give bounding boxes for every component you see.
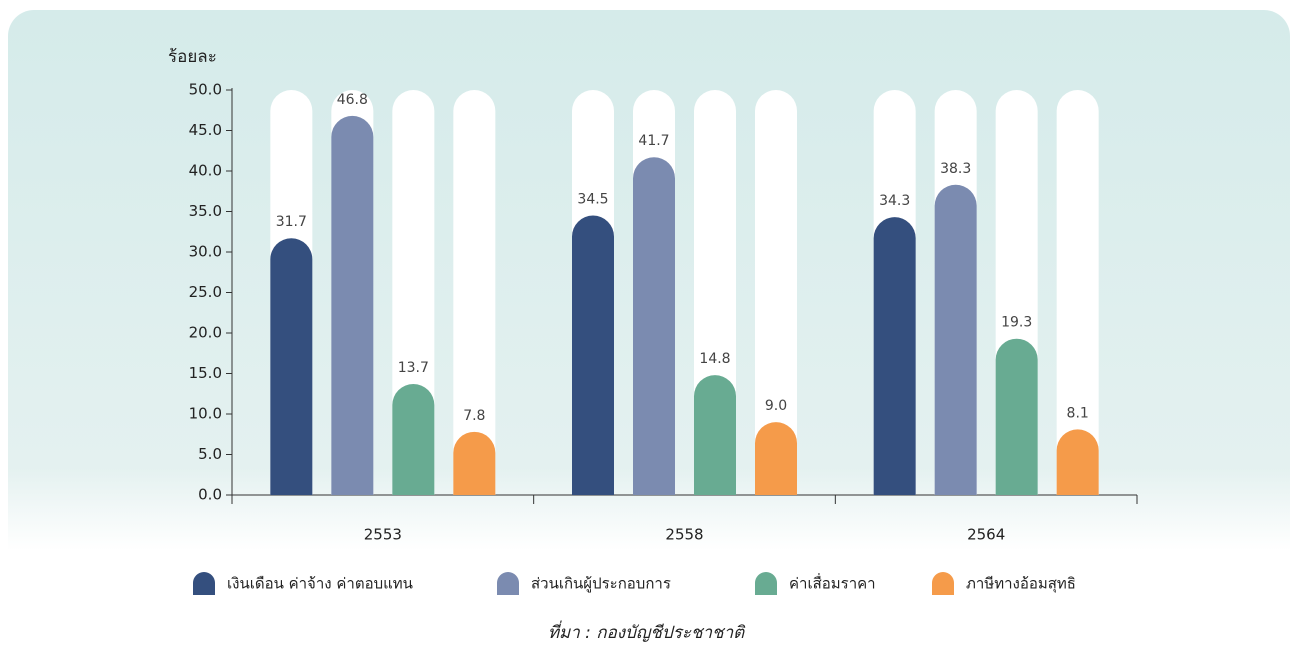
legend-label: ค่าเสื่อมราคา — [789, 573, 876, 593]
bar — [1056, 429, 1099, 495]
value-label: 19.3 — [1001, 315, 1032, 331]
x-tick-label: 2558 — [665, 526, 703, 544]
bar — [392, 384, 435, 495]
y-tick-label: 0.0 — [198, 486, 222, 504]
legend-label: ภาษีทางอ้อมสุทธิ — [966, 575, 1076, 594]
value-label: 34.5 — [577, 192, 608, 208]
y-tick-label: 10.0 — [189, 405, 222, 423]
y-tick-label: 40.0 — [189, 162, 222, 180]
y-tick-label: 45.0 — [189, 121, 222, 139]
bar — [694, 375, 736, 495]
y-tick-label: 5.0 — [198, 445, 222, 463]
legend-marker — [755, 572, 777, 595]
x-tick-label: 2553 — [364, 526, 402, 544]
value-label: 7.8 — [463, 408, 485, 424]
value-label: 31.7 — [276, 214, 307, 230]
value-label: 13.7 — [398, 360, 429, 376]
legend-marker — [932, 572, 954, 595]
bar — [995, 338, 1038, 495]
y-tick-label: 30.0 — [189, 243, 222, 261]
bar — [572, 215, 614, 496]
value-label: 14.8 — [699, 351, 730, 367]
bar — [453, 431, 496, 495]
bar-track — [1056, 90, 1099, 495]
bar — [755, 422, 797, 495]
y-tick-label: 25.0 — [189, 283, 222, 301]
y-tick-label: 20.0 — [189, 324, 222, 342]
legend-label: เงินเดือน ค่าจ้าง ค่าตอบแทน — [227, 575, 413, 593]
x-tick-label: 2564 — [967, 526, 1005, 544]
bar-track — [453, 90, 496, 495]
bar — [331, 115, 374, 496]
value-label: 46.8 — [337, 92, 368, 108]
y-axis-label: ร้อยละ — [168, 47, 217, 67]
y-tick-label: 50.0 — [189, 81, 222, 99]
legend-marker — [497, 572, 519, 595]
value-label: 9.0 — [765, 398, 787, 414]
value-label: 8.1 — [1067, 405, 1089, 421]
value-label: 34.3 — [879, 193, 910, 209]
bar — [934, 184, 977, 495]
legend-marker — [193, 572, 215, 595]
legend-label: ส่วนเกินผู้ประกอบการ — [531, 575, 671, 593]
bar — [633, 157, 675, 496]
bar — [270, 238, 313, 495]
y-tick-label: 35.0 — [189, 202, 222, 220]
value-label: 41.7 — [638, 133, 669, 149]
y-tick-label: 15.0 — [189, 364, 222, 382]
value-label: 38.3 — [940, 161, 971, 177]
source: ที่มา : กองบัญชีประชาชาติ — [548, 620, 746, 643]
bar — [873, 217, 916, 496]
bar-track — [755, 90, 797, 495]
